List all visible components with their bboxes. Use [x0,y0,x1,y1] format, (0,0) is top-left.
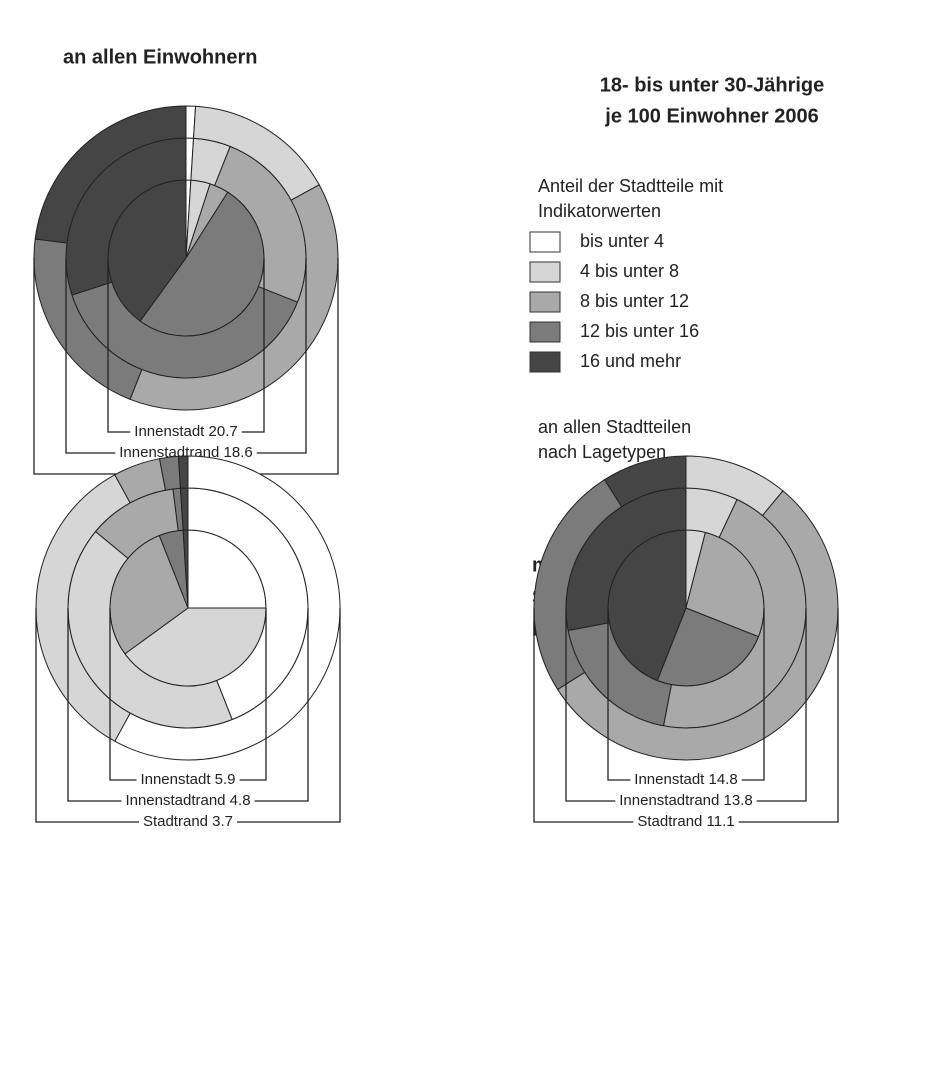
leader-line [565,608,807,802]
leader-line [35,608,341,823]
ring-label: Stadtrand 3.7 [143,813,233,830]
ring-segment [34,105,187,244]
legend-swatch [529,351,561,373]
leader-line [533,608,839,823]
chart-title: an allen Einwohnern [63,46,257,68]
legend-label: bis unter 4 [580,231,664,251]
legend-heading: Indikatorwerten [538,201,661,221]
ring-label: Innenstadtrand 4.8 [125,792,250,809]
leader-line [65,258,307,454]
legend-swatch [529,321,561,343]
ring-segment [603,455,687,508]
ring-segment [177,455,189,489]
leader-line [109,608,267,781]
legend-heading: Anteil der Stadtteile mit [538,176,723,196]
legend-swatch [529,291,561,313]
ring-label: Innenstadt 14.8 [634,771,737,788]
legend-note: nach Lagetypen [538,442,666,462]
legend-swatch [529,231,561,253]
legend-label: 8 bis unter 12 [580,291,689,311]
ring-label: Innenstadtrand 18.6 [119,444,252,461]
chart-title: 18- bis unter 30-Jährige [600,74,825,96]
chart-title: je 100 Einwohner 2006 [604,105,818,127]
leader-line [67,608,309,802]
ring-label: Innenstadt 20.7 [134,423,237,440]
ring-label: Innenstadtrand 13.8 [619,792,752,809]
legend-label: 16 und mehr [580,351,681,371]
legend-note: an allen Stadtteilen [538,417,691,437]
ring-label: Stadtrand 11.1 [637,813,734,830]
legend-swatch [529,261,561,283]
ring-segment [114,455,341,761]
leader-line [607,608,765,781]
ring-label: Innenstadt 5.9 [140,771,235,788]
legend-label: 12 bis unter 16 [580,321,699,341]
legend-label: 4 bis unter 8 [580,261,679,281]
leader-line [107,258,265,433]
ring-segment [556,490,839,761]
leader-line [33,258,339,475]
